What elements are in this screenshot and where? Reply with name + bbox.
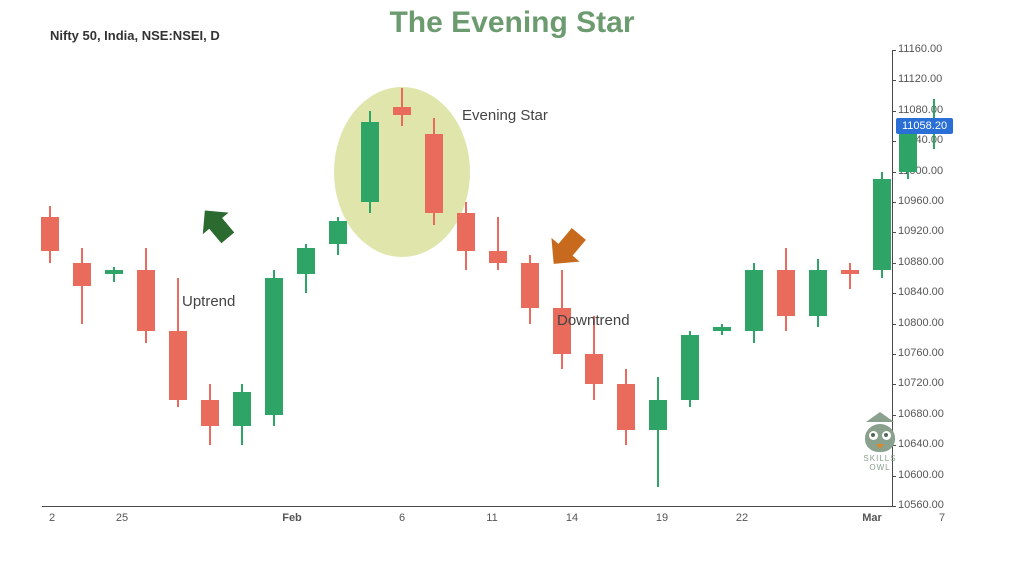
candle (265, 50, 283, 506)
evening-star-label: Evening Star (462, 107, 548, 124)
candle (713, 50, 731, 506)
candle (745, 50, 763, 506)
x-tick-label: Mar (862, 512, 882, 524)
candle (361, 50, 379, 506)
x-tick-label: 22 (736, 512, 748, 524)
candle (777, 50, 795, 506)
candle (393, 50, 411, 506)
downtrend-label: Downtrend (557, 312, 630, 329)
candle (169, 50, 187, 506)
skills-owl-logo: SKILLS OWL (858, 412, 902, 472)
x-tick-label: 25 (116, 512, 128, 524)
candle (809, 50, 827, 506)
candle (649, 50, 667, 506)
last-price-tag: 11058.20 (896, 118, 953, 134)
ticker-label: Nifty 50, India, NSE:NSEI, D (50, 28, 220, 43)
x-tick-label: 2 (49, 512, 55, 524)
candle (201, 50, 219, 506)
candle (233, 50, 251, 506)
x-tick-label: 6 (399, 512, 405, 524)
candle (105, 50, 123, 506)
candle (297, 50, 315, 506)
candle (137, 50, 155, 506)
candle (585, 50, 603, 506)
x-axis (42, 506, 892, 507)
logo-text: SKILLS OWL (858, 454, 902, 472)
x-tick-label: 14 (566, 512, 578, 524)
candle (681, 50, 699, 506)
candlestick-chart: 10560.0010600.0010640.0010680.0010720.00… (42, 50, 954, 528)
x-tick-label: 19 (656, 512, 668, 524)
uptrend-label: Uptrend (182, 293, 235, 310)
candle (617, 50, 635, 506)
x-tick-label: 7 (939, 512, 945, 524)
candle (41, 50, 59, 506)
x-tick-label: Feb (282, 512, 302, 524)
candle (841, 50, 859, 506)
candle (425, 50, 443, 506)
x-tick-label: 11 (486, 512, 497, 524)
candle (73, 50, 91, 506)
candle (329, 50, 347, 506)
